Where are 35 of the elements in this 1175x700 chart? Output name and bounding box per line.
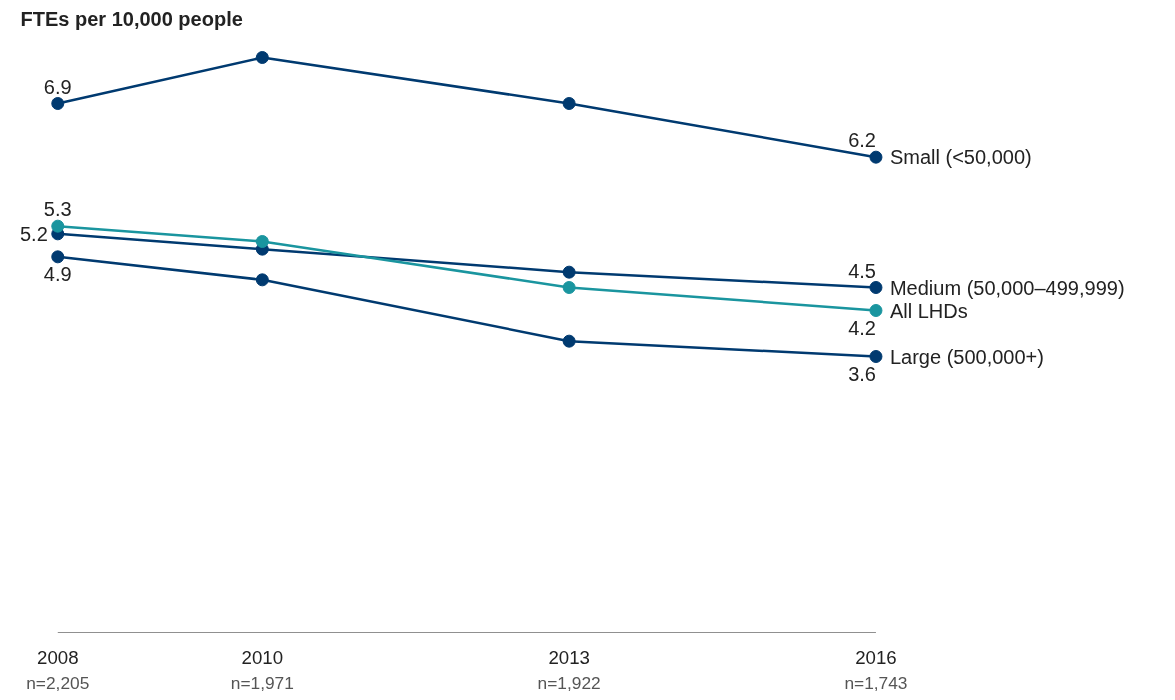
data-label: 5.3 [43,198,72,221]
point [869,304,883,317]
point [51,219,65,233]
point [255,273,269,287]
data-label: 6.2 [848,129,876,152]
text: n=2,205 [26,672,90,693]
point [562,97,576,110]
data-label: 6.9 [43,75,72,98]
series-label: Medium (50,000–499,999) [889,276,1125,299]
text: n=1,971 [230,672,294,693]
x-tick-label: 2013 [548,646,590,668]
data-label: 4.9 [43,262,72,285]
series-label: All LHDs [889,299,968,322]
point [51,250,65,264]
text: n=1,922 [537,672,601,693]
data-label: 3.6 [848,362,876,385]
point [562,334,576,348]
x-tick-label: 2008 [37,646,79,668]
x-tick-label: 2016 [855,646,897,668]
series-label: Small (<50,000) [889,146,1032,169]
text: n=1,743 [844,672,908,693]
series-label: Large (500,000+) [889,345,1044,368]
data-label: 4.2 [848,316,876,339]
data-label: 5.2 [19,222,48,245]
point [255,51,269,64]
point [869,150,883,164]
point [255,235,269,248]
point [562,265,576,279]
x-tick-label: 2010 [241,646,284,668]
data-label: 4.5 [848,259,876,282]
point [869,281,883,294]
y-axis-title: FTEs per 10,000 people [20,7,243,30]
point [51,97,65,110]
point [869,350,883,363]
point [562,281,576,294]
